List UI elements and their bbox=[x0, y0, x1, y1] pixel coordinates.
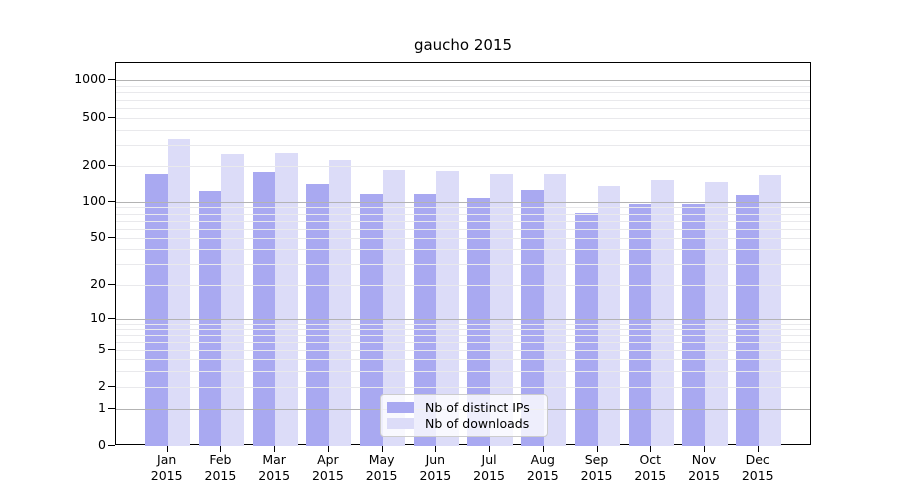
x-tick-mark bbox=[704, 445, 705, 452]
y-tick-label: 100 bbox=[82, 193, 106, 208]
bar-distinct-ips-oct bbox=[628, 203, 652, 446]
x-tick-mark bbox=[166, 445, 168, 452]
x-tick-mark bbox=[489, 445, 491, 452]
bar-downloads-nov bbox=[705, 181, 728, 446]
x-tick-label: May 2015 bbox=[365, 452, 398, 483]
legend-label-downloads: Nb of downloads bbox=[425, 416, 530, 432]
x-tick-label: Nov 2015 bbox=[688, 452, 720, 483]
x-tick-label: Jul 2015 bbox=[473, 452, 505, 483]
bar-distinct-ips-jun bbox=[413, 194, 437, 446]
bar-distinct-ips-jul bbox=[467, 198, 491, 446]
y-tick-mark bbox=[108, 201, 115, 202]
x-tick-label: Apr 2015 bbox=[311, 452, 344, 483]
y-tick-mark bbox=[108, 79, 115, 80]
bar-downloads-may bbox=[382, 170, 406, 446]
bar-downloads-jul bbox=[490, 174, 513, 446]
y-tick-label: 1000 bbox=[74, 71, 106, 86]
x-tick-mark bbox=[220, 445, 222, 452]
bar-distinct-ips-aug bbox=[521, 190, 544, 446]
bar-downloads-apr bbox=[328, 159, 352, 446]
y-tick-label: 5 bbox=[98, 341, 106, 356]
x-tick-mark bbox=[435, 445, 437, 452]
y-tick-label: 200 bbox=[82, 157, 106, 172]
y-tick-mark bbox=[108, 117, 115, 118]
y-tick-mark bbox=[108, 284, 115, 285]
bar-distinct-ips-sep bbox=[574, 212, 598, 446]
bar-downloads-jan bbox=[167, 138, 191, 446]
x-tick-label: Aug 2015 bbox=[526, 452, 559, 483]
bar-distinct-ips-apr bbox=[306, 183, 329, 446]
bar-downloads-mar bbox=[275, 153, 298, 446]
bar-downloads-jun bbox=[436, 170, 459, 446]
legend-swatch-distinct-ips bbox=[387, 401, 414, 413]
bar-downloads-oct bbox=[651, 180, 674, 446]
x-tick-mark bbox=[381, 445, 383, 452]
bar-downloads-feb bbox=[221, 154, 245, 446]
bars-layer bbox=[116, 63, 810, 446]
y-tick-label: 0 bbox=[98, 437, 106, 452]
legend-swatch-downloads bbox=[387, 418, 414, 430]
x-tick-label: Sep 2015 bbox=[580, 452, 613, 483]
y-tick-label: 10 bbox=[90, 310, 106, 325]
x-tick-label: Oct 2015 bbox=[634, 452, 667, 483]
x-tick-label: Dec 2015 bbox=[741, 452, 774, 483]
bar-distinct-ips-nov bbox=[682, 204, 705, 446]
bar-distinct-ips-jan bbox=[145, 173, 168, 446]
x-tick-mark bbox=[542, 445, 544, 452]
y-tick-label: 500 bbox=[82, 109, 106, 124]
y-tick-label: 2 bbox=[98, 378, 106, 393]
x-tick-mark bbox=[650, 445, 652, 452]
y-tick-label: 50 bbox=[90, 229, 106, 244]
bar-distinct-ips-mar bbox=[252, 172, 276, 446]
bar-downloads-sep bbox=[597, 186, 621, 446]
x-tick-label: Jun 2015 bbox=[419, 452, 452, 483]
y-tick-mark bbox=[108, 237, 115, 238]
legend-label-distinct-ips: Nb of distinct IPs bbox=[425, 399, 530, 415]
legend-item-distinct-ips: Nb of distinct IPs bbox=[387, 400, 541, 415]
y-tick-mark bbox=[108, 408, 115, 409]
y-tick-mark bbox=[108, 445, 115, 446]
bar-distinct-ips-feb bbox=[198, 190, 222, 446]
x-tick-label: Mar 2015 bbox=[258, 452, 291, 483]
plot-area: Nb of distinct IPs Nb of downloads bbox=[115, 62, 811, 446]
x-tick-mark bbox=[274, 445, 276, 452]
x-tick-label: Feb 2015 bbox=[204, 452, 237, 483]
y-tick-label: 20 bbox=[90, 276, 106, 291]
bar-distinct-ips-dec bbox=[736, 194, 759, 446]
x-tick-mark bbox=[757, 445, 759, 452]
bar-downloads-aug bbox=[543, 174, 567, 446]
bar-downloads-dec bbox=[758, 175, 782, 446]
chart-title: gaucho 2015 bbox=[413, 36, 513, 54]
legend-item-downloads: Nb of downloads bbox=[387, 416, 541, 431]
legend: Nb of distinct IPs Nb of downloads bbox=[380, 394, 548, 437]
y-tick-mark bbox=[108, 165, 115, 166]
y-tick-mark bbox=[108, 386, 115, 387]
y-tick-mark bbox=[108, 318, 115, 319]
x-tick-mark bbox=[596, 445, 598, 452]
x-tick-label: Jan 2015 bbox=[150, 452, 183, 483]
x-tick-mark bbox=[327, 445, 329, 452]
y-tick-label: 1 bbox=[98, 400, 106, 415]
y-tick-mark bbox=[108, 349, 115, 350]
